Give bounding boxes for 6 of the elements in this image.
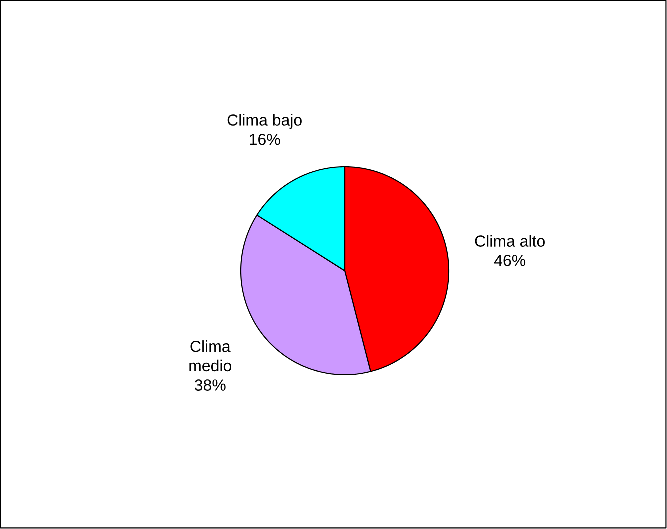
data-label: 38%: [194, 380, 226, 391]
slice-label: Clima bajo: [228, 114, 302, 130]
data-label: 46%: [494, 255, 526, 266]
data-label: 16%: [250, 134, 280, 146]
slice-label: Clima alto: [475, 235, 545, 247]
slice-label: Clima medio: [190, 340, 232, 372]
